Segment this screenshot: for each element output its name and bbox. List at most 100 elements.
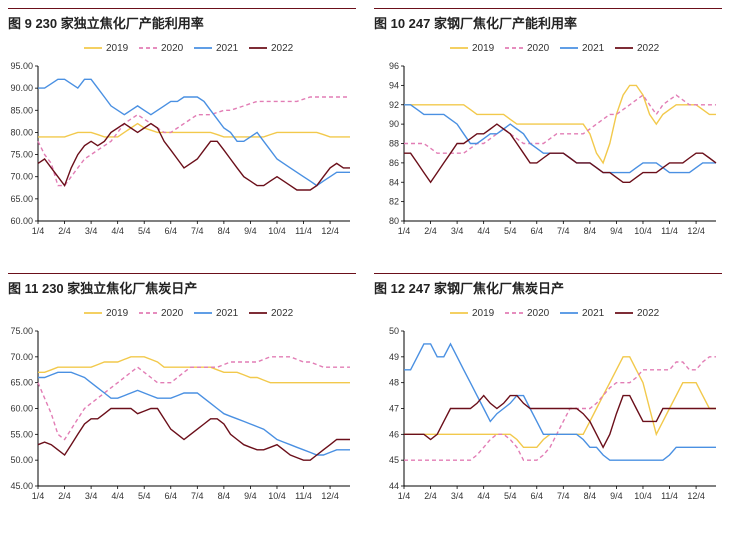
svg-text:92: 92 <box>389 100 399 110</box>
svg-text:2022: 2022 <box>271 308 294 319</box>
svg-text:75.00: 75.00 <box>10 326 33 336</box>
svg-text:48: 48 <box>389 378 399 388</box>
svg-text:12/4: 12/4 <box>321 491 339 501</box>
panel-title: 图 9 230 家独立焦化厂产能利用率 <box>8 9 356 38</box>
svg-text:80.00: 80.00 <box>10 127 33 137</box>
svg-text:2019: 2019 <box>106 308 129 319</box>
svg-text:8/4: 8/4 <box>584 491 597 501</box>
svg-text:2019: 2019 <box>472 308 495 319</box>
svg-text:86: 86 <box>389 158 399 168</box>
svg-text:60.00: 60.00 <box>10 216 33 226</box>
svg-text:9/4: 9/4 <box>610 491 623 501</box>
series-2022 <box>38 124 350 190</box>
svg-text:2021: 2021 <box>582 43 605 54</box>
svg-text:10/4: 10/4 <box>634 226 652 236</box>
panel-title: 图 10 247 家钢厂焦化厂产能利用率 <box>374 9 722 38</box>
svg-text:60.00: 60.00 <box>10 404 33 414</box>
svg-text:4/4: 4/4 <box>111 491 124 501</box>
svg-text:10/4: 10/4 <box>268 491 286 501</box>
svg-text:95.00: 95.00 <box>10 61 33 71</box>
svg-text:75.00: 75.00 <box>10 150 33 160</box>
svg-text:2020: 2020 <box>527 43 550 54</box>
series-2019 <box>38 124 350 137</box>
svg-text:2019: 2019 <box>472 43 495 54</box>
series-2022 <box>404 396 716 448</box>
svg-text:2/4: 2/4 <box>424 491 437 501</box>
series-2022 <box>38 409 350 461</box>
svg-text:7/4: 7/4 <box>557 226 570 236</box>
svg-text:2022: 2022 <box>637 308 660 319</box>
svg-text:7/4: 7/4 <box>557 491 570 501</box>
svg-text:65.00: 65.00 <box>10 194 33 204</box>
svg-text:90: 90 <box>389 119 399 129</box>
svg-text:88: 88 <box>389 139 399 149</box>
svg-text:10/4: 10/4 <box>634 491 652 501</box>
svg-text:50: 50 <box>389 326 399 336</box>
svg-text:11/4: 11/4 <box>295 226 312 236</box>
svg-text:2020: 2020 <box>527 308 550 319</box>
svg-text:1/4: 1/4 <box>32 226 45 236</box>
svg-text:8/4: 8/4 <box>218 226 231 236</box>
panel-title: 图 12 247 家钢厂焦化厂焦炭日产 <box>374 274 722 303</box>
svg-text:5/4: 5/4 <box>504 491 517 501</box>
svg-text:55.00: 55.00 <box>10 429 33 439</box>
svg-text:4/4: 4/4 <box>477 226 490 236</box>
series-2021 <box>404 344 716 460</box>
svg-text:80: 80 <box>389 216 399 226</box>
svg-text:9/4: 9/4 <box>244 226 257 236</box>
svg-text:12/4: 12/4 <box>321 226 339 236</box>
svg-text:8/4: 8/4 <box>584 226 597 236</box>
svg-text:12/4: 12/4 <box>687 226 705 236</box>
series-2020 <box>38 357 350 440</box>
svg-text:2/4: 2/4 <box>58 491 71 501</box>
panel-title: 图 11 230 家独立焦化厂焦炭日产 <box>8 274 356 303</box>
svg-text:85.00: 85.00 <box>10 105 33 115</box>
svg-text:2021: 2021 <box>216 43 239 54</box>
svg-text:6/4: 6/4 <box>165 226 178 236</box>
svg-text:2019: 2019 <box>106 43 129 54</box>
series-2020 <box>38 97 350 186</box>
chart-container: 2019 2020 2021 2022 45.00 50.00 55.00 60.00 65.0… <box>8 303 356 508</box>
svg-text:70.00: 70.00 <box>10 352 33 362</box>
svg-text:9/4: 9/4 <box>244 491 257 501</box>
chart-svg: 2019 2020 2021 2022 60.00 65.00 70.00 75.00 80.0… <box>8 38 356 243</box>
svg-text:65.00: 65.00 <box>10 378 33 388</box>
svg-text:1/4: 1/4 <box>32 491 45 501</box>
svg-text:2022: 2022 <box>271 43 294 54</box>
series-2019 <box>38 357 350 383</box>
svg-text:10/4: 10/4 <box>268 226 286 236</box>
panel-c10: 图 10 247 家钢厂焦化厂产能利用率 2019 2020 2021 2022 80 82… <box>374 8 722 243</box>
svg-text:5/4: 5/4 <box>138 226 151 236</box>
svg-text:2021: 2021 <box>582 308 605 319</box>
svg-text:96: 96 <box>389 61 399 71</box>
svg-text:3/4: 3/4 <box>451 491 464 501</box>
chart-container: 20192020202120228082848688909294961/42/4… <box>374 38 722 243</box>
svg-text:1/4: 1/4 <box>398 226 411 236</box>
svg-text:9/4: 9/4 <box>610 226 623 236</box>
svg-text:50.00: 50.00 <box>10 455 33 465</box>
svg-text:2020: 2020 <box>161 43 184 54</box>
svg-text:11/4: 11/4 <box>661 226 678 236</box>
svg-text:3/4: 3/4 <box>85 491 98 501</box>
svg-text:45.00: 45.00 <box>10 481 33 491</box>
svg-text:4/4: 4/4 <box>111 226 124 236</box>
svg-text:3/4: 3/4 <box>85 226 98 236</box>
svg-text:11/4: 11/4 <box>661 491 678 501</box>
svg-text:70.00: 70.00 <box>10 172 33 182</box>
chart-svg: 2019 2020 2021 2022 45.00 50.00 55.00 60.00 65.0… <box>8 303 356 508</box>
svg-text:8/4: 8/4 <box>218 491 231 501</box>
svg-text:2022: 2022 <box>637 43 660 54</box>
svg-text:45: 45 <box>389 455 399 465</box>
svg-text:2020: 2020 <box>161 308 184 319</box>
chart-svg: 20192020202120228082848688909294961/42/4… <box>374 38 722 243</box>
svg-text:82: 82 <box>389 197 399 207</box>
svg-text:2021: 2021 <box>216 308 239 319</box>
svg-text:5/4: 5/4 <box>138 491 151 501</box>
svg-text:12/4: 12/4 <box>687 491 705 501</box>
svg-text:46: 46 <box>389 429 399 439</box>
svg-text:4/4: 4/4 <box>477 491 490 501</box>
series-2019 <box>404 85 716 162</box>
svg-text:84: 84 <box>389 177 399 187</box>
svg-text:7/4: 7/4 <box>191 491 204 501</box>
svg-text:2/4: 2/4 <box>424 226 437 236</box>
